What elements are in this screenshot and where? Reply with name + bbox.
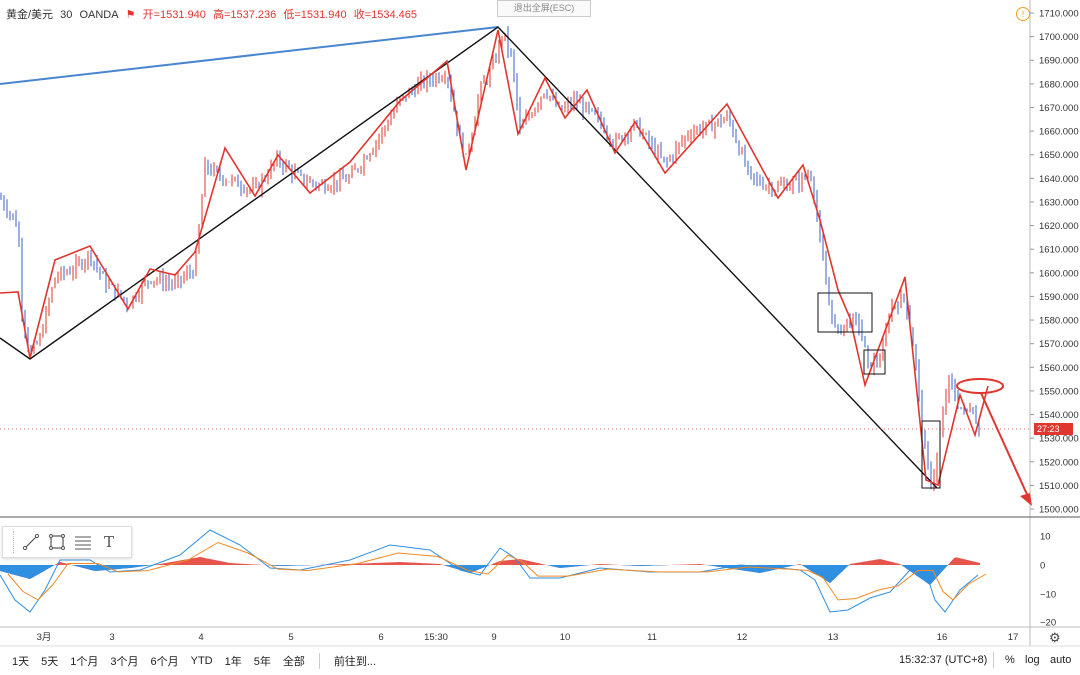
time-tick-label: 13 (828, 632, 839, 643)
price-tick-label: 1560.000 (1039, 363, 1079, 374)
bottom-toolbar: 1天 5天 1个月 3个月 6个月 YTD 1年 5年 全部 前往到... 15… (0, 646, 1080, 675)
broker-label: OANDA (79, 9, 119, 21)
percent-scale-toggle[interactable]: % (1005, 654, 1015, 666)
indicator-tick-label: −20 (1040, 618, 1056, 629)
price-tick-label: 1610.000 (1039, 245, 1079, 256)
settings-gear-icon[interactable]: ⚙ (1049, 630, 1061, 645)
signal-line (7, 541, 987, 601)
price-tick-label: 1590.000 (1039, 292, 1079, 303)
range-1d-button[interactable]: 1天 (12, 655, 30, 668)
range-ytd-button[interactable]: YTD (190, 654, 213, 667)
current-price-tag: 27:23 (1034, 423, 1073, 435)
toolbar-divider (318, 652, 320, 669)
interval-label: 30 (60, 9, 73, 21)
flag-icon[interactable]: ⚑ (125, 9, 136, 21)
low-label: 低 (283, 9, 295, 21)
open-label: 开 (142, 9, 154, 21)
time-tick-label: 10 (560, 632, 571, 643)
price-tick-label: 1510.000 (1039, 481, 1079, 492)
price-tick-label: 1540.000 (1039, 410, 1079, 421)
time-tick-label: 11 (647, 632, 657, 643)
time-tick-label: 5 (288, 632, 293, 643)
red-arrow-line (980, 392, 1031, 502)
zigzag-line (0, 29, 989, 487)
price-tick-label: 1700.000 (1039, 32, 1079, 43)
range-all-button[interactable]: 全部 (282, 655, 305, 668)
fib-tool-icon[interactable] (70, 530, 96, 554)
price-tick-label: 1630.000 (1039, 197, 1079, 208)
drawing-toolbox: T (2, 526, 132, 558)
symbol-header: 黄金/美元 30 OANDA ⚑ 开=1531.940 高=1537.236 低… (6, 6, 421, 22)
time-tick-label: 6 (378, 632, 383, 643)
range-5y-button[interactable]: 5年 (253, 655, 271, 668)
high-value: =1537.236 (223, 9, 277, 21)
black-trend-lines (0, 26, 938, 489)
price-tick-label: 1680.000 (1039, 79, 1079, 90)
indicator-tick-label: −10 (1040, 590, 1056, 601)
range-1m-button[interactable]: 1个月 (70, 655, 99, 668)
time-tick-label: 17 (1008, 632, 1019, 643)
price-tick-label: 1650.000 (1039, 150, 1079, 161)
indicator-tick-label: 0 (1040, 561, 1045, 572)
range-3m-button[interactable]: 3个月 (110, 655, 139, 668)
line-tool-icon[interactable] (18, 530, 44, 554)
macd-histogram (0, 557, 980, 585)
price-tick-label: 1690.000 (1039, 56, 1079, 67)
text-tool-icon[interactable]: T (103, 533, 114, 551)
box-annotation (863, 349, 886, 375)
low-value: =1531.940 (294, 9, 347, 21)
time-tick-label: 3月 (37, 632, 52, 643)
warning-icon[interactable]: ! (1016, 7, 1030, 21)
price-tick-label: 1520.000 (1039, 457, 1079, 468)
red-ellipse-annotation (956, 378, 1004, 394)
indicator-tick-label: 10 (1040, 532, 1051, 543)
high-label: 高 (212, 9, 224, 21)
close-value: =1534.465 (364, 9, 417, 21)
range-6m-button[interactable]: 6个月 (150, 655, 179, 668)
range-5d-button[interactable]: 5天 (41, 655, 59, 668)
symbol-name[interactable]: 黄金/美元 (6, 9, 54, 21)
box-annotation (921, 420, 941, 489)
red-arrowhead (1020, 493, 1032, 506)
toolbox-drag-handle[interactable] (7, 531, 14, 553)
clock-timezone[interactable]: 15:32:37 (UTC+8) (899, 654, 988, 666)
time-tick-label: 15:30 (424, 632, 448, 643)
price-tick-label: 1670.000 (1039, 103, 1079, 114)
price-tick-label: 1500.000 (1039, 505, 1079, 516)
price-tick-label: 1570.000 (1039, 339, 1079, 350)
range-1y-button[interactable]: 1年 (224, 655, 242, 668)
price-tick-label: 1620.000 (1039, 221, 1079, 232)
open-value: =1531.940 (153, 9, 206, 21)
price-tick-label: 1710.000 (1039, 9, 1079, 20)
price-tick-label: 1580.000 (1039, 316, 1079, 327)
macd-histogram-area (0, 557, 980, 585)
time-tick-label: 12 (737, 632, 748, 643)
goto-date-button[interactable]: 前往到... (333, 655, 377, 668)
macd-histogram-negative (0, 565, 980, 585)
time-tick-label: 9 (491, 632, 496, 643)
price-tick-label: 1600.000 (1039, 268, 1079, 279)
price-tick-label: 1640.000 (1039, 174, 1079, 185)
auto-scale-toggle[interactable]: auto (1050, 654, 1072, 666)
box-annotation (817, 292, 873, 333)
time-tick-label: 4 (198, 632, 203, 643)
toolbar-divider (993, 652, 994, 668)
blue-trend-line (0, 26, 499, 85)
time-tick-label: 16 (937, 632, 948, 643)
log-scale-toggle[interactable]: log (1025, 654, 1040, 666)
price-tick-label: 1530.000 (1039, 434, 1079, 445)
time-tick-label: 3 (109, 632, 114, 643)
exit-fullscreen-button[interactable]: 退出全屏(ESC) (497, 0, 591, 17)
candlestick-series (0, 26, 980, 492)
rectangle-tool-icon[interactable] (44, 530, 70, 554)
price-tick-label: 1550.000 (1039, 386, 1079, 397)
price-tick-label: 1660.000 (1039, 127, 1079, 138)
close-label: 收 (353, 9, 365, 21)
